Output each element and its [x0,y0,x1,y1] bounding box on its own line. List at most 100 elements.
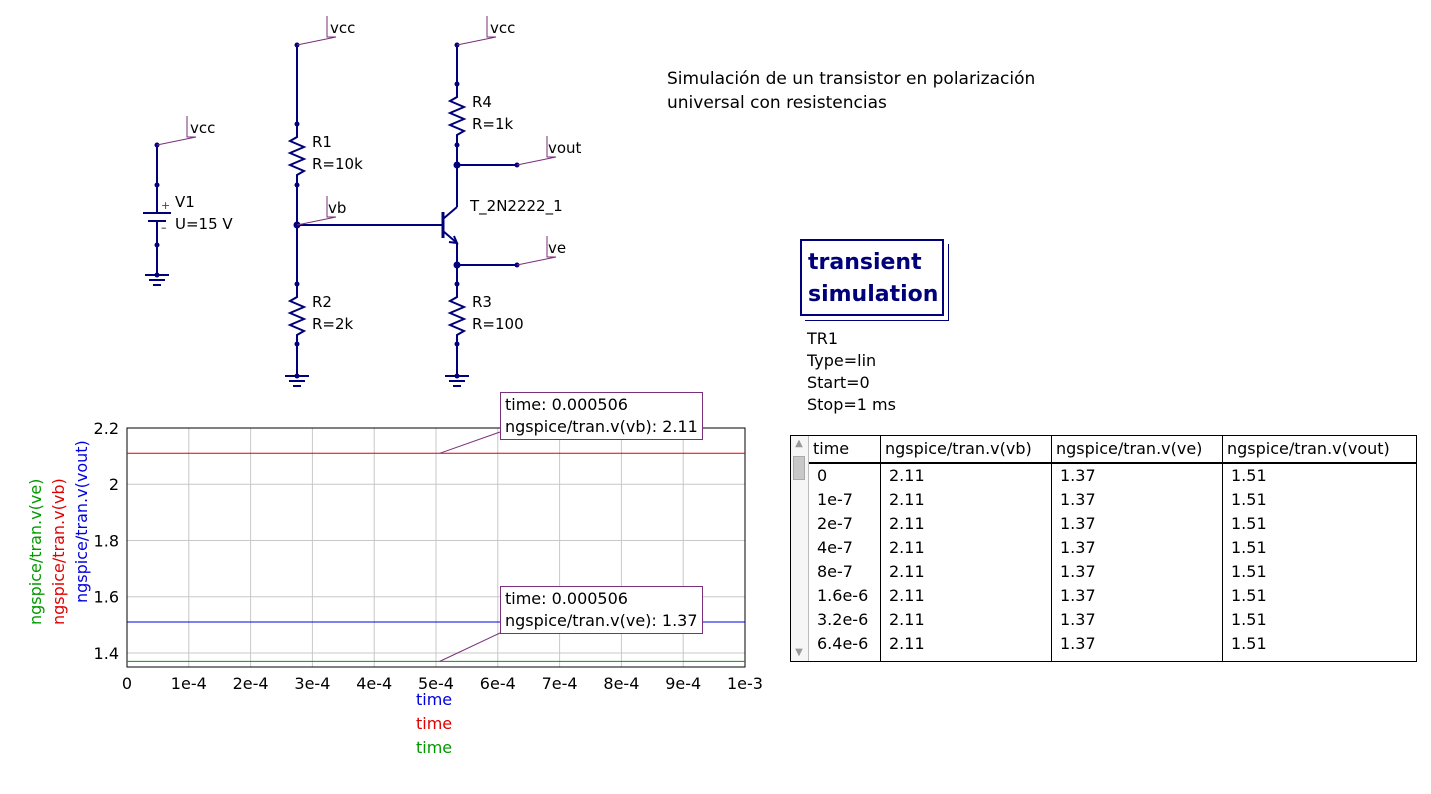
column-header[interactable]: ngspice/tran.v(vout) [1223,436,1416,464]
table-cell: 1.51 [1231,586,1267,605]
table-column-vb: ngspice/tran.v(vb) 2.11 2.11 2.11 2.11 2.11 2.… [881,436,1051,661]
table-cell: 1.37 [1060,610,1096,629]
marker-pointer [439,632,501,662]
resistor-r1-symbol [287,124,307,185]
sim-type: Type=lin [807,351,877,370]
table-cell: 1.51 [1231,634,1267,653]
port-dot [454,281,460,287]
x-tick-label: 1e-4 [171,674,207,693]
column-divider [1051,436,1052,661]
port-dot [294,121,300,127]
port-dot [454,81,460,87]
minus-sign: – [161,221,167,234]
label-flag [456,16,497,46]
column-header[interactable]: ngspice/tran.v(ve) [1052,436,1222,464]
port-dot [154,272,160,278]
scroll-down-icon[interactable]: ▼ [795,647,803,658]
description-text: Simulación de un transistor en polarizac… [667,67,1035,115]
y-tick-label: 1.4 [94,644,119,663]
marker-tooltip-ve[interactable]: time: 0.000506 ngspice/tran.v(ve): 1.37 [500,586,703,634]
label-flag [156,116,197,146]
ve-label: ve [548,239,566,257]
table-cell: 1.37 [1060,586,1096,605]
table-cell: 1.37 [1060,514,1096,533]
table-cell: 1.37 [1060,634,1096,653]
marker-pointer [439,431,501,454]
y-axis-label-vout: ngspice/tran.v(vout) [72,440,91,603]
table-cell: 1.51 [1231,610,1267,629]
transient-simulation-block[interactable]: transient simulation [800,239,944,316]
table-cell: 2.11 [889,634,925,653]
x-tick-label: 5e-4 [418,674,454,693]
table-cell: 4e-7 [817,538,853,557]
vb-label: vb [328,199,346,217]
port-dot [454,341,460,347]
x-tick-label: 3e-4 [294,674,330,693]
port-dot [154,242,160,248]
table-cell: 3.2e-6 [817,610,869,629]
table-cell: 2.11 [889,490,925,509]
x-axis-label-time: time [416,738,453,757]
table-scrollbar[interactable]: ▲ ▼ [791,436,809,661]
x-axis-label-time: time [416,690,453,709]
table-cell: 2.11 [889,538,925,557]
description-line-2: universal con resistencias [667,93,887,113]
port-dot [454,373,460,379]
table-cell: 2.11 [889,610,925,629]
plot-frame [126,427,746,668]
scroll-up-icon[interactable]: ▲ [795,438,803,449]
marker-time: time: 0.000506 [505,589,628,608]
r4-value: R=1k [472,115,514,133]
r4-name: R4 [472,93,492,111]
vcc-label: vcc [330,19,355,37]
table-cell: 1.37 [1060,466,1096,485]
table-cell: 0 [817,466,828,485]
sim-start: Start=0 [807,373,870,392]
table-cell: 1.37 [1060,562,1096,581]
port-dot [294,281,300,287]
r3-value: R=100 [472,315,524,333]
x-tick-label: 9e-4 [665,674,701,693]
y-tick-label: 1.8 [94,531,119,550]
vcc-label: vcc [490,19,515,37]
table-cell: 6.4e-6 [817,634,869,653]
table-cell: 1.37 [1060,538,1096,557]
column-header[interactable]: ngspice/tran.v(vb) [881,436,1051,464]
table-cell: 1.6e-6 [817,586,869,605]
y-tick-label: 2 [109,475,119,494]
table-cell: 1.51 [1231,466,1267,485]
port-dot [154,182,160,188]
table-cell: 1.51 [1231,490,1267,509]
sim-box-line-2: simulation [808,282,939,307]
resistor-r3-symbol [447,284,467,344]
table-cell: 2.11 [889,586,925,605]
y-tick-label: 2.2 [94,419,119,438]
results-table[interactable]: ▲ ▼ time 0 1e-7 2e-7 4e-7 8e-7 1.6e-6 3.2e-6 6.4… [790,435,1417,662]
transistor-collector [442,206,458,220]
table-cell: 2.11 [889,466,925,485]
y-tick-label: 1.6 [94,588,119,607]
r3-name: R3 [472,293,492,311]
port-dot [294,341,300,347]
x-tick-label: 2e-4 [233,674,269,693]
column-divider [880,436,881,661]
x-tick-label: 1e-3 [727,674,763,693]
table-cell: 2.11 [889,514,925,533]
schematic: vcc vcc vcc vb vout ve V1 U=15 V R1 R=10… [143,16,582,387]
column-divider [1222,436,1223,661]
sim-box-line-1: transient [808,250,922,275]
y-axis-label-ve: ngspice/tran.v(ve) [26,478,45,625]
table-cell: 8e-7 [817,562,853,581]
transistor-emitter [442,230,458,244]
v1-value: U=15 V [175,215,233,233]
scroll-thumb[interactable] [793,456,805,480]
y-axis-label-vb: ngspice/tran.v(vb) [49,478,68,625]
sim-name: TR1 [807,329,839,348]
column-header[interactable]: time [809,436,880,464]
marker-tooltip-vb[interactable]: time: 0.000506 ngspice/tran.v(vb): 2.11 [500,392,703,440]
marker-value: ngspice/tran.v(ve): 1.37 [505,611,698,630]
table-cell: 2e-7 [817,514,853,533]
label-flag [296,16,337,46]
port-dot [454,142,460,148]
x-tick-label: 0 [122,674,132,693]
